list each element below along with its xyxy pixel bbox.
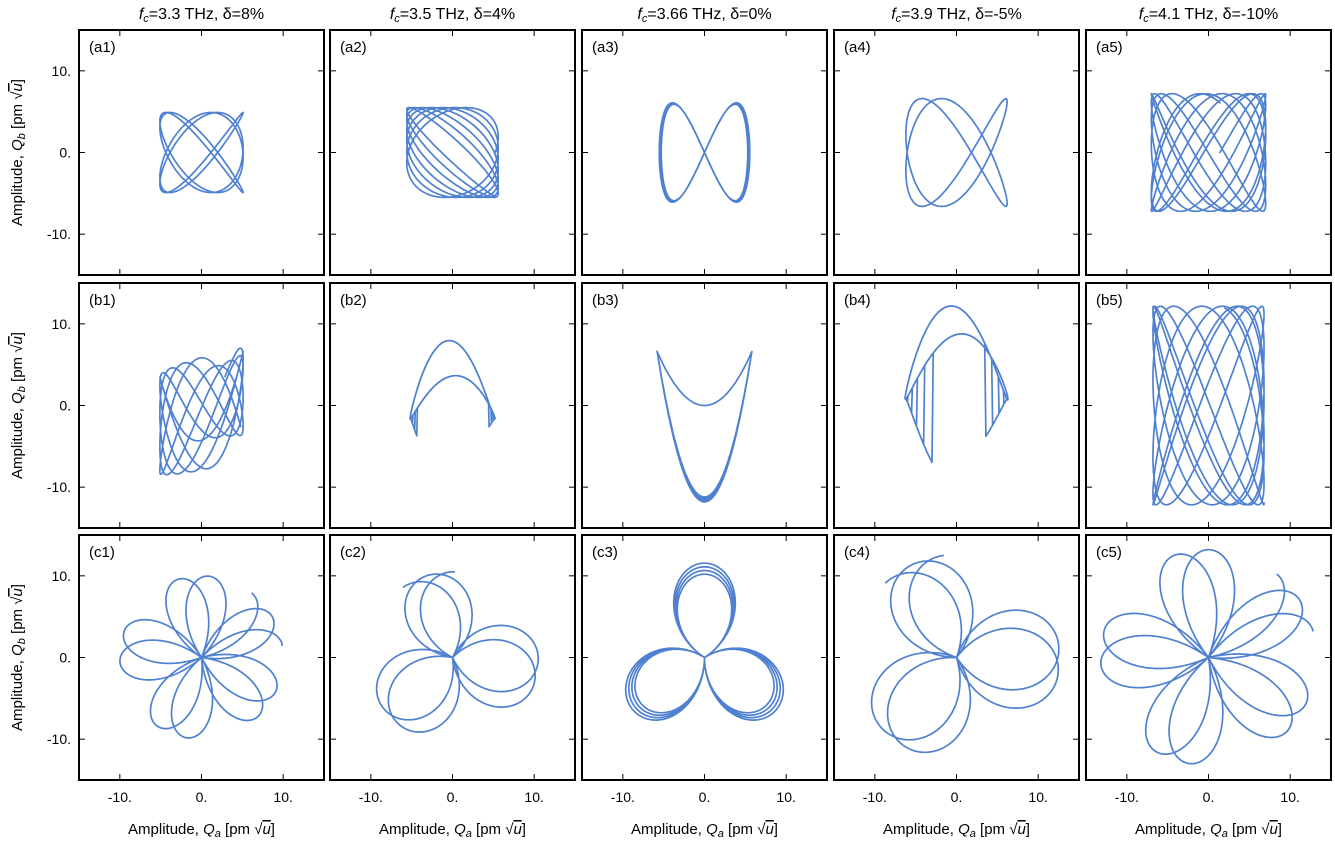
x-tick-label: -10. bbox=[108, 789, 132, 805]
panel-frame bbox=[833, 282, 1080, 529]
y-tick-label: 10. bbox=[52, 568, 71, 584]
panel-a4: (a4) bbox=[833, 29, 1080, 276]
panel-label: (a4) bbox=[844, 39, 871, 56]
trajectory-curve bbox=[905, 97, 1008, 208]
panel-b2: (b2) bbox=[329, 282, 576, 529]
trajectory-curve bbox=[1152, 305, 1265, 506]
panel-label: (b2) bbox=[340, 292, 367, 309]
trajectory-curve bbox=[624, 562, 785, 721]
trajectory-curve bbox=[904, 305, 1009, 464]
trajectory-curve bbox=[159, 347, 244, 476]
y-tick-label: 10. bbox=[52, 316, 71, 332]
x-tick-label: -10. bbox=[1115, 789, 1139, 805]
panel-label: (b3) bbox=[592, 292, 619, 309]
panel-c2: (c2) bbox=[329, 534, 576, 781]
x-tick-label: 10. bbox=[273, 789, 292, 805]
trajectory-curve bbox=[656, 350, 753, 503]
x-axis-label: Amplitude, Qa [pm √u] bbox=[1135, 821, 1282, 840]
panel-label: (a5) bbox=[1096, 39, 1123, 56]
x-tick-label: -10. bbox=[611, 789, 635, 805]
panel-c3: (c3) bbox=[581, 534, 828, 781]
column-title-2: fc=3.5 THz, δ=4% bbox=[390, 6, 515, 25]
y-tick-label: -10. bbox=[47, 479, 71, 495]
panel-label: (a1) bbox=[89, 39, 116, 56]
panel-c4: (c4) bbox=[833, 534, 1080, 781]
panel-label: (b5) bbox=[1096, 292, 1123, 309]
trajectory-curve bbox=[159, 111, 244, 194]
panel-a2: (a2) bbox=[329, 29, 576, 276]
column-title-5: fc=4.1 THz, δ=-10% bbox=[1139, 6, 1279, 25]
y-axis-label: Amplitude, Qb [pm √u] bbox=[9, 584, 28, 731]
panel-label: (a2) bbox=[340, 39, 367, 56]
panel-b1: (b1) bbox=[78, 282, 325, 529]
panel-label: (c1) bbox=[89, 544, 115, 561]
y-tick-label: 0. bbox=[59, 398, 71, 414]
panel-label: (b4) bbox=[844, 292, 871, 309]
panel-label: (c5) bbox=[1096, 544, 1122, 561]
panel-a5: (a5) bbox=[1085, 29, 1332, 276]
y-tick-label: 0. bbox=[59, 145, 71, 161]
x-tick-label: -10. bbox=[359, 789, 383, 805]
column-title-4: fc=3.9 THz, δ=-5% bbox=[891, 6, 1022, 25]
column-title-3: fc=3.66 THz, δ=0% bbox=[637, 6, 771, 25]
x-tick-label: 0. bbox=[1203, 789, 1215, 805]
panel-label: (c3) bbox=[592, 544, 618, 561]
panel-label: (c2) bbox=[340, 544, 366, 561]
x-tick-label: 10. bbox=[1280, 789, 1299, 805]
panel-frame bbox=[329, 29, 576, 276]
panel-frame bbox=[78, 29, 325, 276]
trajectory-curve bbox=[1100, 548, 1314, 765]
y-tick-label: -10. bbox=[47, 226, 71, 242]
x-tick-label: 0. bbox=[699, 789, 711, 805]
panel-c5: (c5) bbox=[1085, 534, 1332, 781]
x-axis-label: Amplitude, Qa [pm √u] bbox=[379, 821, 526, 840]
x-tick-label: 10. bbox=[524, 789, 543, 805]
y-tick-label: 10. bbox=[52, 63, 71, 79]
y-tick-label: -10. bbox=[47, 731, 71, 747]
x-tick-label: 10. bbox=[776, 789, 795, 805]
x-tick-label: 0. bbox=[951, 789, 963, 805]
trajectory-curve bbox=[658, 102, 751, 203]
x-tick-label: 0. bbox=[447, 789, 459, 805]
panel-b4: (b4) bbox=[833, 282, 1080, 529]
panel-label: (a3) bbox=[592, 39, 619, 56]
panel-a1: (a1) bbox=[78, 29, 325, 276]
x-axis-label: Amplitude, Qa [pm √u] bbox=[631, 821, 778, 840]
panel-label: (c4) bbox=[844, 544, 870, 561]
trajectory-curve bbox=[1150, 92, 1267, 213]
x-tick-label: 0. bbox=[196, 789, 208, 805]
trajectory-curve bbox=[375, 570, 540, 733]
x-axis-label: Amplitude, Qa [pm √u] bbox=[883, 821, 1030, 840]
panel-c1: (c1) bbox=[78, 534, 325, 781]
x-tick-label: 10. bbox=[1028, 789, 1047, 805]
trajectory-curve bbox=[870, 554, 1060, 754]
trajectory-curve bbox=[409, 339, 496, 437]
trajectory-curve bbox=[405, 106, 500, 199]
trajectory-curve bbox=[119, 575, 284, 739]
panel-frame bbox=[833, 29, 1080, 276]
panel-b3: (b3) bbox=[581, 282, 828, 529]
x-tick-label: -10. bbox=[863, 789, 887, 805]
y-axis-label: Amplitude, Qb [pm √u] bbox=[9, 332, 28, 479]
y-axis-label: Amplitude, Qb [pm √u] bbox=[9, 79, 28, 226]
panel-b5: (b5) bbox=[1085, 282, 1332, 529]
panel-a3: (a3) bbox=[581, 29, 828, 276]
y-tick-label: 0. bbox=[59, 650, 71, 666]
panel-label: (b1) bbox=[89, 292, 116, 309]
column-title-1: fc=3.3 THz, δ=8% bbox=[139, 6, 264, 25]
panel-frame bbox=[329, 282, 576, 529]
x-axis-label: Amplitude, Qa [pm √u] bbox=[128, 821, 275, 840]
